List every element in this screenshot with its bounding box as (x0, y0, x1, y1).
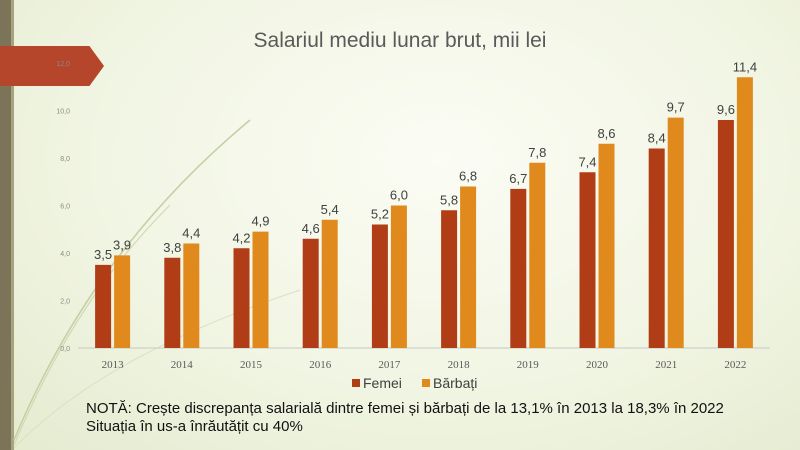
data-label: 4,2 (232, 230, 250, 245)
y-tick-label: 6,0 (60, 204, 70, 211)
y-tick-label: 12,0 (56, 61, 70, 68)
legend-swatch (352, 379, 360, 387)
chart-title: Salariul mediu lunar brut, mii lei (253, 29, 547, 52)
bar-femei (164, 257, 181, 348)
left-decorative-bar (0, 0, 11, 450)
data-label: 6,8 (459, 169, 477, 184)
x-tick-label: 2022 (724, 359, 746, 371)
legend-swatch (422, 379, 430, 387)
x-tick-label: 2021 (655, 359, 677, 371)
bar-femei (441, 210, 458, 348)
x-tick-label: 2015 (240, 359, 263, 371)
bar-barbati (114, 255, 131, 348)
bar-femei (579, 172, 596, 348)
x-tick-label: 2019 (517, 359, 540, 371)
bar-barbati (252, 231, 269, 348)
data-label: 5,8 (440, 192, 458, 207)
y-tick-label: 8,0 (60, 156, 70, 163)
data-label: 9,7 (667, 100, 685, 115)
data-label: 3,9 (113, 237, 131, 252)
data-label: 3,8 (163, 240, 181, 255)
data-label: 3,5 (94, 247, 112, 262)
data-label: 7,4 (578, 154, 596, 169)
bar-barbati (183, 243, 200, 348)
title-arrow-shape (0, 46, 104, 86)
x-tick-label: 2013 (102, 359, 125, 371)
bar-femei (233, 248, 250, 348)
data-label: 5,4 (321, 202, 339, 217)
x-tick-label: 2018 (448, 359, 471, 371)
data-label: 5,2 (371, 207, 389, 222)
note-text: NOTĂ: Crește discrepanța salarială dintr… (86, 400, 724, 436)
legend-label: Bărbați (433, 375, 477, 391)
x-tick-label: 2020 (586, 359, 609, 371)
data-label: 6,0 (390, 188, 408, 203)
bar-barbati (390, 205, 407, 348)
data-label: 4,6 (302, 221, 320, 236)
data-label: 11,4 (733, 59, 757, 74)
bar-barbati (598, 143, 615, 348)
bar-femei (648, 148, 665, 348)
left-decorative-stripe (11, 0, 14, 450)
bar-femei (95, 264, 112, 348)
bar-barbati (529, 162, 546, 348)
y-tick-label: 0,0 (60, 346, 70, 353)
y-tick-label: 4,0 (60, 251, 70, 258)
bar-barbati (736, 77, 753, 348)
bar-barbati (321, 219, 338, 348)
x-tick-label: 2016 (309, 359, 332, 371)
data-label: 6,7 (509, 171, 527, 186)
bar-femei (371, 224, 388, 348)
note-line-1: NOTĂ: Crește discrepanța salarială dintr… (86, 400, 724, 417)
x-tick-label: 2017 (378, 359, 401, 371)
data-label: 7,8 (528, 145, 546, 160)
legend-label: Femei (363, 375, 402, 391)
y-tick-label: 10,0 (56, 109, 70, 116)
data-label: 8,6 (597, 126, 615, 141)
y-tick-label: 2,0 (60, 299, 70, 306)
data-label: 8,4 (648, 131, 666, 146)
bar-femei (302, 238, 319, 348)
x-tick-label: 2014 (171, 359, 194, 371)
bar-barbati (667, 117, 684, 348)
data-label: 9,6 (717, 102, 735, 117)
bar-femei (510, 188, 527, 348)
note-line-2: Situația în us-a înrăutățit cu 40% (86, 418, 303, 435)
data-label: 4,4 (182, 226, 200, 241)
data-label: 4,9 (251, 214, 269, 229)
bar-femei (717, 120, 734, 348)
bar-barbati (460, 186, 477, 348)
